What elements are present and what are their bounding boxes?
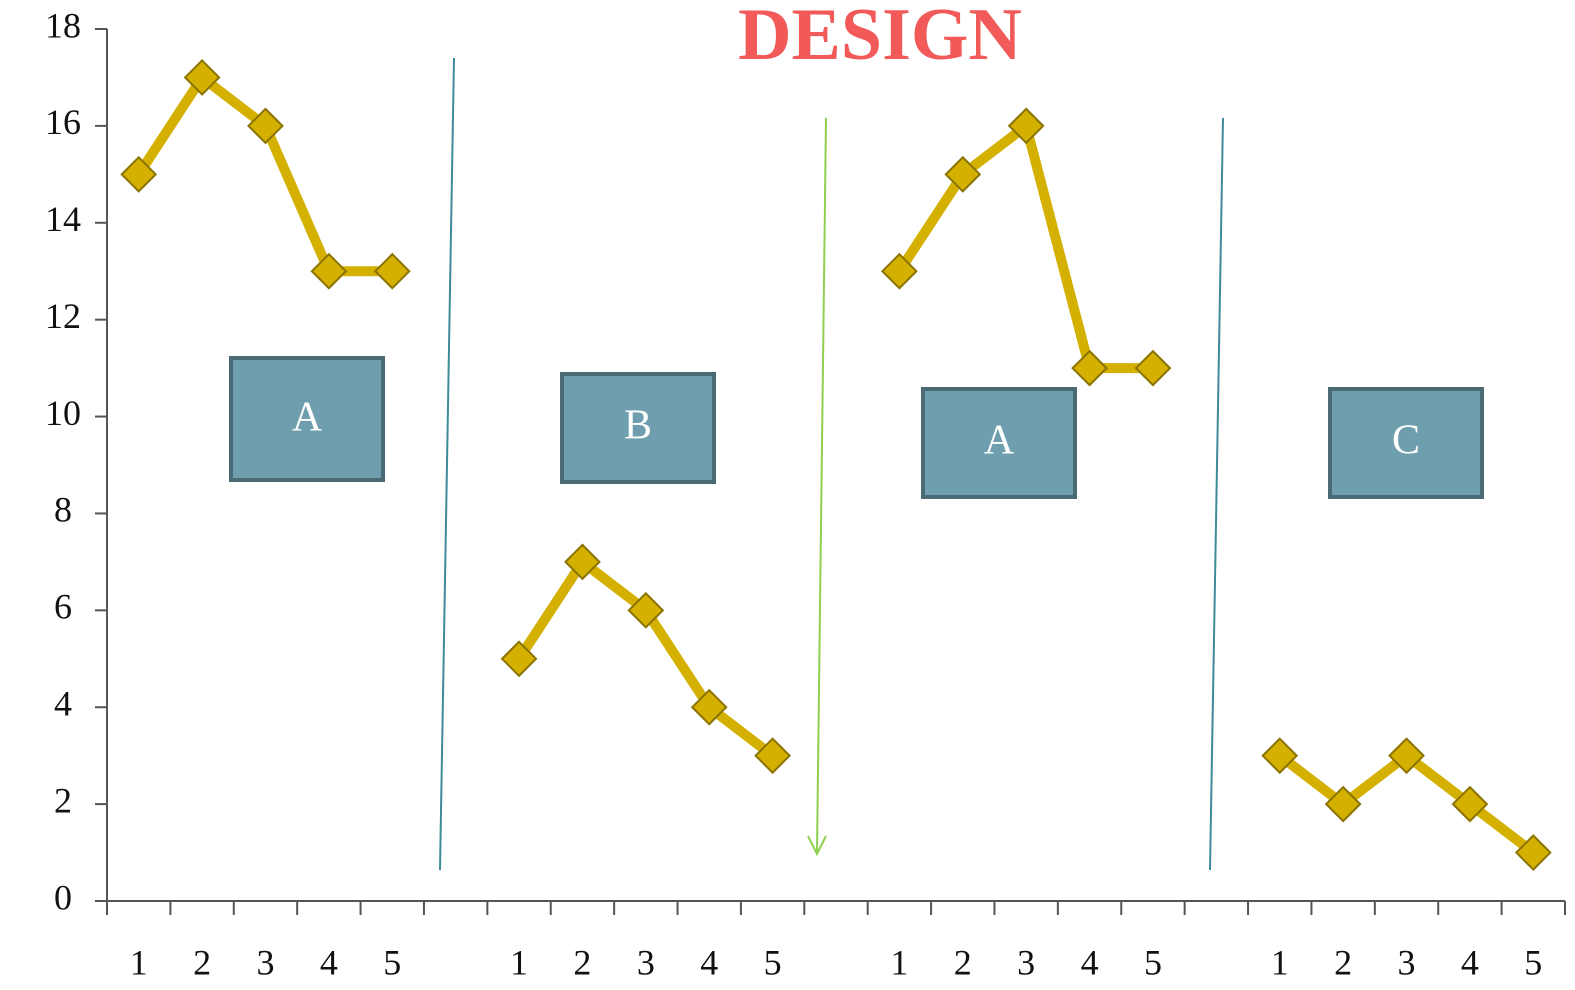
data-marker — [373, 252, 411, 290]
phase-box: B — [560, 372, 716, 484]
data-marker — [944, 155, 982, 193]
phase-label: A — [292, 395, 323, 441]
x-tick-label: 5 — [1144, 942, 1162, 982]
data-marker — [1324, 785, 1362, 823]
data-marker — [564, 543, 601, 581]
x-tick-label: 5 — [764, 942, 782, 982]
phase-arrow — [816, 117, 827, 853]
x-tick-label: 4 — [1081, 942, 1099, 982]
data-marker — [754, 737, 792, 775]
x-tick-label: 5 — [1524, 942, 1542, 982]
x-tick-label: 4 — [1461, 942, 1479, 982]
y-tick-label: 8 — [54, 490, 72, 530]
data-marker — [247, 107, 284, 145]
phase-line — [439, 57, 455, 871]
x-tick-label: 2 — [954, 942, 972, 982]
data-marker — [310, 252, 348, 290]
chart-title: DESIGN — [738, 0, 1022, 76]
data-marker — [500, 640, 538, 678]
y-tick-label: 14 — [45, 199, 81, 239]
data-marker — [880, 252, 918, 290]
y-tick-label: 4 — [54, 683, 72, 723]
data-marker — [627, 591, 665, 629]
x-tick-label: 4 — [320, 942, 338, 982]
phase-label: C — [1392, 418, 1420, 464]
x-tick-label: 5 — [383, 942, 401, 982]
data-marker — [1071, 349, 1108, 387]
x-tick-label: 1 — [510, 942, 528, 982]
phase-line — [1209, 117, 1224, 871]
x-tick-label: 2 — [193, 942, 211, 982]
x-tick-label: 3 — [256, 942, 274, 982]
phase-label: B — [624, 403, 652, 449]
x-tick-label: 1 — [130, 942, 148, 982]
x-tick-label: 1 — [890, 942, 908, 982]
x-tick-label: 3 — [637, 942, 655, 982]
data-marker — [1134, 349, 1172, 387]
phase-box: A — [921, 387, 1077, 499]
phase-box: C — [1328, 387, 1484, 499]
y-tick-label: 18 — [45, 5, 81, 45]
x-tick-label: 3 — [1398, 942, 1416, 982]
y-tick-label: 10 — [45, 393, 81, 433]
y-tick-label: 2 — [54, 780, 72, 820]
y-tick-label: 16 — [45, 102, 81, 142]
data-marker — [1007, 107, 1045, 145]
x-tick-label: 2 — [573, 942, 591, 982]
data-marker — [1388, 737, 1425, 775]
x-tick-label: 4 — [700, 942, 718, 982]
y-tick-label: 0 — [54, 877, 72, 917]
data-marker — [183, 59, 221, 96]
x-tick-label: 2 — [1334, 942, 1352, 982]
y-tick-label: 12 — [45, 296, 81, 336]
data-marker — [1451, 785, 1489, 823]
phase-box: A — [229, 356, 385, 482]
x-tick-label: 3 — [1017, 942, 1035, 982]
data-marker — [1514, 834, 1552, 871]
x-tick-label: 1 — [1271, 942, 1289, 982]
arrow-head — [807, 835, 827, 857]
y-tick-label: 6 — [54, 587, 72, 627]
phase-label: A — [984, 418, 1015, 464]
data-marker — [1261, 737, 1299, 775]
data-marker — [690, 688, 728, 726]
data-marker — [120, 155, 158, 193]
